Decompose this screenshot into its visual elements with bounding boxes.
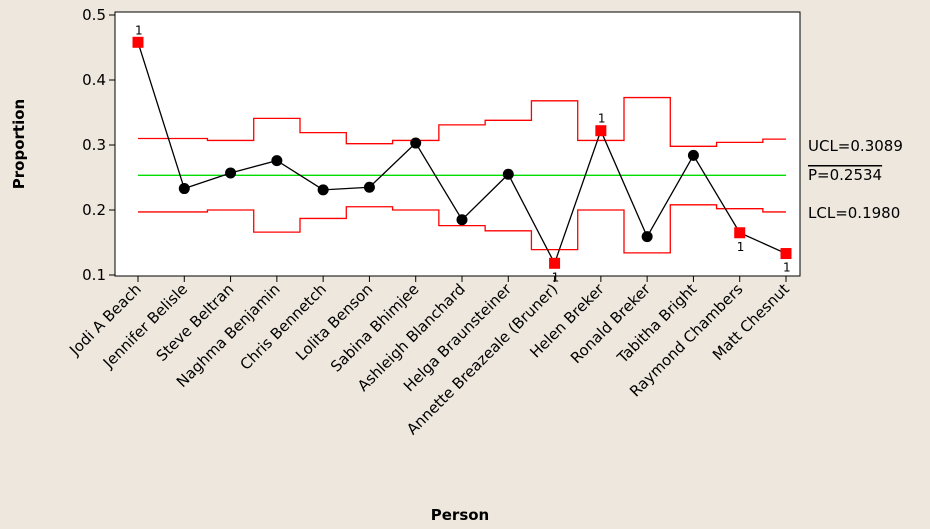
- proportion-series: 1 1 1 1 1: [132, 23, 792, 284]
- y-tick-label: 0.3: [82, 136, 106, 154]
- test-flag-label: 1: [598, 112, 606, 126]
- lcl-line: [138, 204, 786, 254]
- data-point: [225, 167, 237, 179]
- y-tick-label: 0.5: [82, 6, 106, 24]
- data-point: [456, 214, 468, 226]
- out-of-control-point: [734, 227, 746, 239]
- center-line-label: P=0.2534: [808, 166, 882, 184]
- out-of-control-point: [780, 248, 792, 260]
- x-tick-label: Tabitha Bright: [613, 280, 700, 367]
- data-point: [317, 184, 329, 196]
- out-of-control-point: [132, 36, 144, 48]
- data-point: [178, 183, 190, 195]
- plot-area: [114, 11, 801, 277]
- x-axis-title: Person: [431, 506, 489, 524]
- data-point: [502, 168, 514, 180]
- data-point: [641, 231, 653, 243]
- limit-labels: UCL=0.3089 P=0.2534 LCL=0.1980: [808, 137, 903, 222]
- x-tick-label: Ronald Breker: [567, 280, 655, 368]
- lcl-label: LCL=0.1980: [808, 204, 900, 222]
- y-tick-label: 0.4: [82, 71, 106, 89]
- y-tick-label: 0.1: [82, 266, 106, 284]
- test-flag-label: 1: [737, 240, 745, 254]
- ucl-label: UCL=0.3089: [808, 137, 903, 155]
- test-flag-label: 1: [135, 23, 143, 37]
- control-limits: [138, 96, 786, 254]
- y-tick-label: 0.2: [82, 201, 106, 219]
- y-axis-title: Proportion: [10, 99, 28, 189]
- out-of-control-point: [549, 257, 561, 269]
- data-point: [363, 181, 375, 193]
- ucl-line: [138, 96, 786, 147]
- data-point: [687, 149, 699, 161]
- test-flag-label: 1: [552, 270, 560, 284]
- data-point: [410, 137, 422, 149]
- out-of-control-point: [595, 125, 607, 137]
- test-flag-label: 1: [783, 261, 791, 275]
- data-point: [271, 155, 283, 167]
- y-axis: 0.1 0.2 0.3 0.4 0.5: [82, 6, 115, 284]
